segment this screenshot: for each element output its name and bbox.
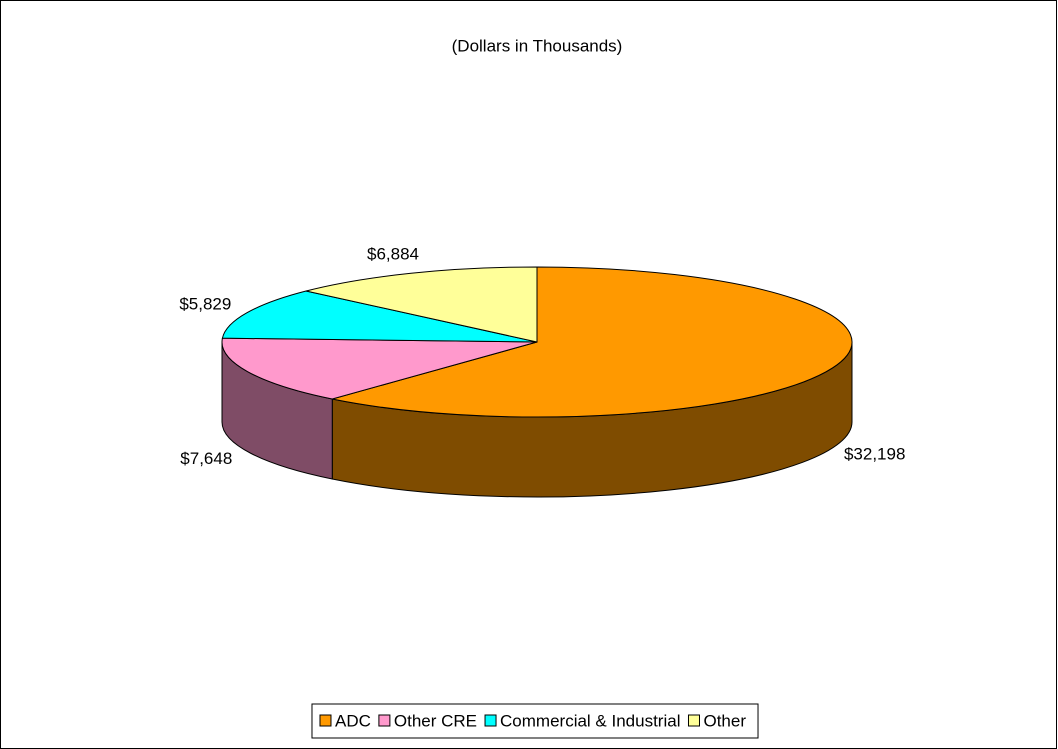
legend-label: Other CRE bbox=[394, 711, 477, 730]
data-label: $7,648 bbox=[180, 449, 232, 468]
legend-item: Commercial & Industrial bbox=[484, 711, 680, 730]
pie-slice bbox=[221, 290, 538, 343]
chart-title: (Dollars in Thousands) bbox=[452, 36, 623, 55]
pie-slice bbox=[221, 337, 538, 400]
pie-slice bbox=[332, 266, 853, 418]
legend-swatch bbox=[378, 714, 391, 727]
legend-label: Commercial & Industrial bbox=[500, 711, 680, 730]
legend-swatch bbox=[687, 714, 700, 727]
legend-item: Other bbox=[687, 711, 746, 730]
legend-item: Other CRE bbox=[378, 711, 477, 730]
data-label: $32,198 bbox=[844, 444, 905, 463]
data-label: $6,884 bbox=[367, 244, 419, 263]
data-label: $5,829 bbox=[179, 295, 231, 314]
legend-label: Other bbox=[703, 711, 746, 730]
pie-slice bbox=[305, 266, 538, 343]
legend-swatch bbox=[484, 714, 497, 727]
legend-item: ADC bbox=[319, 711, 371, 730]
legend-swatch bbox=[319, 714, 332, 727]
pie: $32,198 $7,648 $5,829 $6,884 bbox=[179, 244, 905, 498]
legend-label: ADC bbox=[335, 711, 371, 730]
legend: ADC Other CRE Commercial & Industrial Other bbox=[311, 703, 759, 739]
